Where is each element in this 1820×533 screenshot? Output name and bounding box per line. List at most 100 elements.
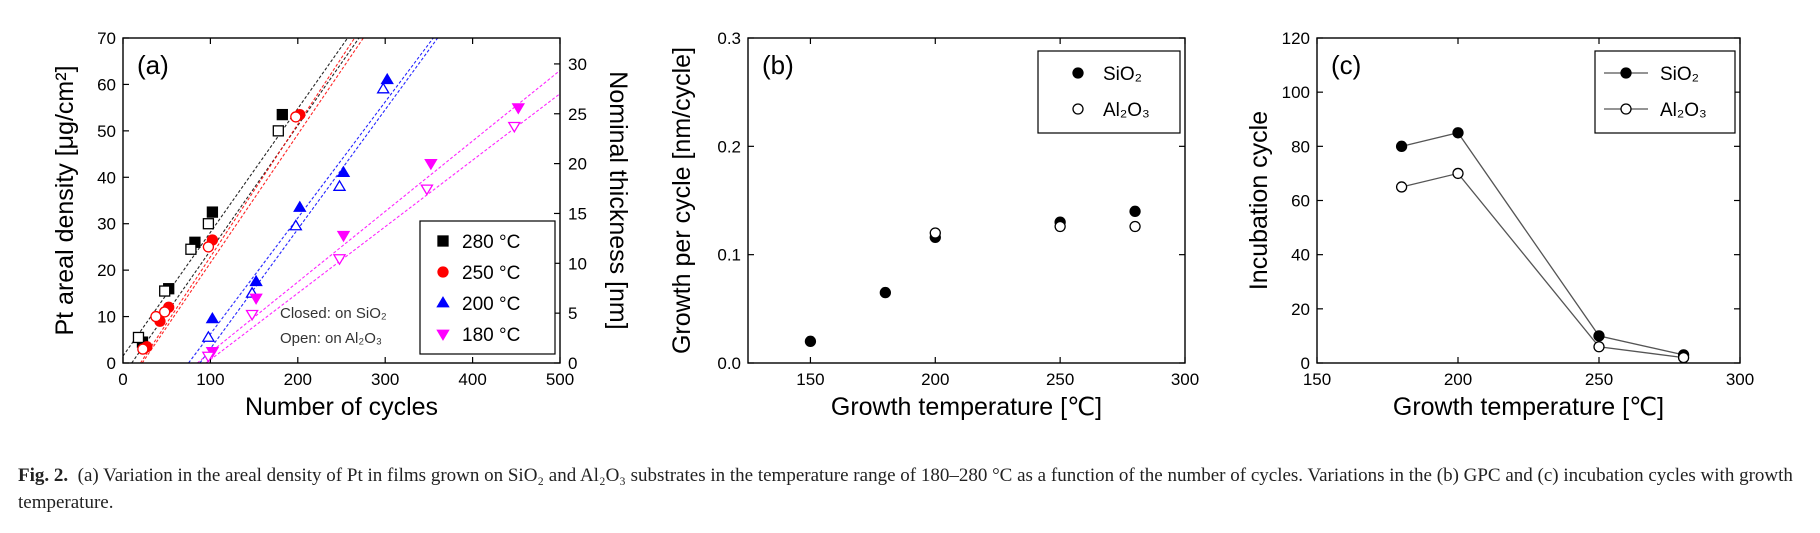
- x-axis-label: Growth temperature [℃]: [831, 393, 1102, 421]
- y-tick-label: 60: [1291, 192, 1310, 211]
- caption-label: Fig. 2.: [18, 465, 69, 486]
- legend-label: Al₂O₃: [1103, 100, 1150, 121]
- legend-label: Al₂O₃: [1660, 100, 1707, 121]
- y2-tick-label: 30: [568, 55, 587, 74]
- fit-line: [141, 38, 364, 363]
- data-point: [150, 310, 162, 323]
- x-tick-label: 150: [796, 370, 824, 389]
- data-point: [201, 330, 216, 342]
- x-tick-label: 300: [1171, 370, 1199, 389]
- y2-tick-label: 0: [568, 354, 577, 373]
- x-axis-label: Number of cycles: [245, 393, 438, 421]
- series-line: [1401, 132, 1684, 356]
- y-tick-label: 10: [97, 308, 116, 327]
- fit-lines: [123, 38, 560, 363]
- data-point: [249, 274, 263, 287]
- figure-caption: Fig. 2. (a) Variation in the areal densi…: [18, 462, 1808, 516]
- data-point: [376, 82, 390, 94]
- data-point: [929, 227, 941, 239]
- x-tick-label: 500: [546, 370, 574, 389]
- data-point: [137, 343, 149, 355]
- y-tick-label: 0.1: [717, 246, 741, 265]
- data-point: [804, 335, 817, 347]
- legend-b: SiO₂ Al₂O₃: [1037, 50, 1181, 134]
- legend-a: 280 °C 250 °C 200 °C 180 °C: [419, 220, 556, 355]
- data-point: [1129, 220, 1141, 233]
- y-tick-label: 0.0: [717, 354, 741, 373]
- y-axis-label: Incubation cycle: [1245, 111, 1273, 290]
- series-200-sio2: [205, 72, 394, 324]
- y-axis-label: Pt areal density [μg/cm²]: [51, 65, 79, 335]
- series-line: [1401, 172, 1684, 359]
- data-point: [249, 293, 263, 305]
- plot-frame: [747, 37, 1186, 364]
- y-tick-label: 30: [97, 215, 116, 234]
- series-180-al2o3: [201, 121, 521, 363]
- data-point: [420, 184, 434, 196]
- x-axis-label: Growth temperature [℃]: [1393, 393, 1664, 421]
- series-sio2: [1395, 127, 1690, 361]
- x-tick-label: 200: [284, 370, 312, 389]
- data-point: [336, 165, 351, 178]
- y-tick-label: 0.2: [717, 137, 741, 156]
- y-tick-label: 40: [1291, 246, 1310, 265]
- legend-label: 200 °C: [462, 294, 520, 315]
- x-tick-label: 200: [921, 370, 949, 389]
- x-tick-label: 250: [1585, 370, 1613, 389]
- y-tick-label: 100: [1282, 83, 1310, 102]
- legend-label: SiO₂: [1103, 64, 1142, 85]
- data-point: [290, 111, 302, 123]
- y2-tick-label: 25: [568, 105, 587, 124]
- data-point: [289, 219, 303, 231]
- data-point: [424, 158, 438, 171]
- y2-axis-label: Nominal thickness [nm]: [604, 71, 632, 329]
- legend-marker: [436, 329, 450, 341]
- data-point: [276, 108, 288, 121]
- data-point: [1452, 127, 1464, 139]
- series-al2o3: [929, 220, 1141, 239]
- x-tick-label: 150: [1303, 370, 1331, 389]
- legend-label: 280 °C: [462, 232, 520, 253]
- data-point: [293, 200, 307, 212]
- data-point: [201, 351, 216, 363]
- fit-line: [205, 93, 560, 363]
- y2-tick-label: 5: [568, 304, 577, 323]
- series-180-sio2: [205, 103, 525, 359]
- y2-tick-label: 10: [568, 254, 587, 273]
- y-tick-label: 0: [1301, 354, 1310, 373]
- legend-marker: [1620, 67, 1632, 79]
- y-tick-label: 20: [97, 261, 116, 280]
- data-point: [1677, 351, 1690, 364]
- data-point: [507, 121, 521, 134]
- data-point: [1054, 220, 1066, 233]
- y-axis-label: Growth per cycle [nm/cycle]: [668, 47, 696, 354]
- caption-text: (a) Variation in the areal density of Pt…: [18, 465, 1793, 513]
- data-point: [380, 72, 394, 85]
- annotation-closed: Closed: on SiO₂: [280, 305, 387, 322]
- data-point: [1395, 181, 1408, 193]
- y-tick-label: 120: [1282, 29, 1310, 48]
- legend-frame: [1594, 50, 1736, 134]
- y-tick-label: 50: [97, 122, 116, 141]
- data-point: [879, 286, 891, 299]
- y-tick-label: 0.3: [717, 29, 741, 48]
- data-point: [1129, 205, 1141, 217]
- x-tick-label: 400: [458, 370, 486, 389]
- y2-tick-label: 20: [568, 155, 587, 174]
- data-point: [1452, 167, 1464, 180]
- data-point: [159, 306, 171, 318]
- legend-marker: [437, 266, 449, 278]
- data-point: [1593, 341, 1605, 353]
- series-sio2: [804, 205, 1141, 347]
- y-tick-label: 60: [97, 75, 116, 94]
- data-point: [272, 125, 284, 137]
- data-point: [336, 230, 351, 243]
- data-point: [205, 311, 220, 324]
- fit-line: [199, 38, 439, 363]
- data-point: [132, 331, 145, 344]
- data-point: [206, 206, 219, 218]
- panel-c: 150 200 250 300 0 20 40 60 80 100 120 Growth temper…: [1245, 29, 1754, 421]
- plot-frame: [122, 37, 561, 364]
- legend-marker: [1072, 103, 1084, 115]
- legend-marker: [1072, 67, 1084, 79]
